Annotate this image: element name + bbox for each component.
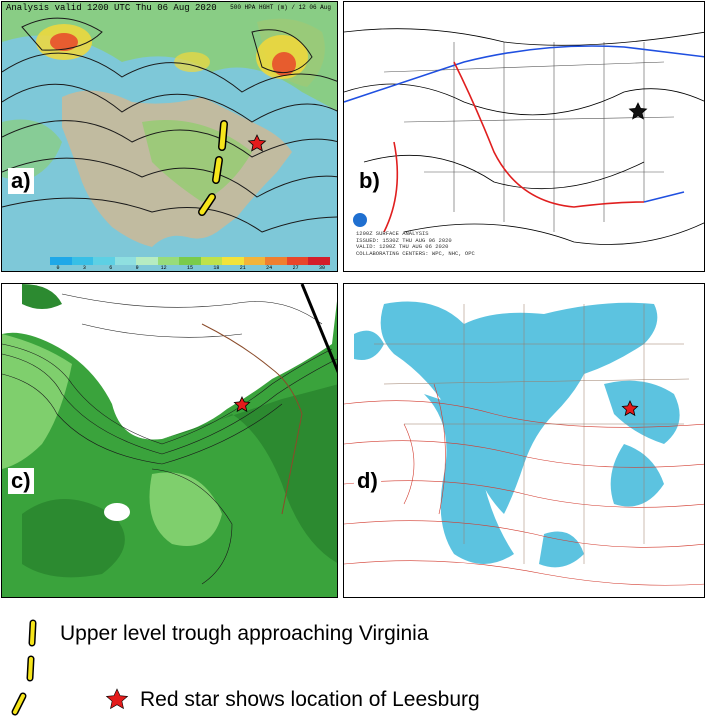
warm-front	[383, 141, 399, 233]
colorbar-tick-label: 21	[239, 265, 246, 271]
colorbar-swatch	[71, 257, 94, 265]
stationary-front	[453, 61, 645, 208]
cold-front	[344, 45, 704, 103]
colorbar-swatch	[265, 257, 287, 265]
legend-trough-text: Upper level trough approaching Virginia	[60, 622, 429, 645]
panel-d-humidity-thickness: d)	[343, 283, 705, 598]
trough-marker	[198, 120, 228, 216]
coastline	[201, 323, 303, 515]
colorbar-swatch	[286, 257, 309, 265]
colorbar-swatch	[157, 257, 180, 265]
moisture-region	[2, 2, 337, 111]
state-borders	[383, 42, 675, 232]
colorbar-tick-label: 0	[56, 265, 60, 271]
wind-maximum	[174, 52, 210, 72]
colorbar-tick-label: 30	[318, 265, 326, 271]
colorbar-tick-label: 6	[109, 265, 113, 271]
colorbar-swatch	[200, 257, 223, 265]
colorbar-ticks: 0 3 6 9 12 15 18 21 24 27 30	[50, 265, 330, 271]
wind-maximum	[50, 33, 78, 51]
panel-b-credit: 1200Z SURFACE ANALYSIS ISSUED: 1530Z THU…	[356, 230, 475, 257]
panel-d-label: d)	[354, 468, 381, 494]
panel-c-map	[2, 284, 337, 597]
colorbar-swatch	[136, 257, 158, 265]
colorbar-swatch	[50, 257, 72, 265]
panel-b-surface-analysis: 1200Z SURFACE ANALYSIS ISSUED: 1530Z THU…	[343, 1, 705, 272]
leesburg-star-icon	[621, 400, 639, 417]
colorbar-tick-label: 9	[135, 265, 139, 271]
colorbar-swatch	[179, 257, 201, 265]
state-borders	[374, 304, 690, 564]
panel-a-500hpa-analysis: Analysis valid 1200 UTC Thu 06 Aug 2020 …	[1, 1, 338, 272]
panel-a-header: Analysis valid 1200 UTC Thu 06 Aug 2020	[6, 3, 217, 13]
panel-a-label: a)	[8, 168, 34, 194]
moist-region	[22, 284, 62, 309]
moist-region	[22, 499, 125, 578]
stationary-front	[643, 191, 685, 203]
colorbar-tick-label: 24	[266, 265, 273, 271]
panel-b-label: b)	[356, 168, 383, 194]
moist-region	[162, 384, 337, 563]
colorbar-tick-label: 18	[213, 265, 220, 271]
legend-symbols	[11, 619, 129, 716]
colorbar-swatch	[114, 257, 137, 265]
panel-d-map	[344, 301, 704, 586]
dry-pocket	[104, 503, 130, 521]
colorbar	[50, 257, 330, 265]
colorbar-swatch	[93, 257, 115, 265]
colorbar-swatch	[308, 257, 330, 265]
colorbar-tick-label: 12	[160, 265, 167, 271]
panel-a-map	[2, 2, 337, 247]
colorbar-tick-label: 3	[82, 265, 86, 271]
humidity-regions	[354, 301, 680, 568]
dry-region	[2, 284, 337, 440]
panel-b-map	[344, 28, 704, 245]
colorbar-swatch	[243, 257, 266, 265]
panel-a-header-right: 500 HPA HGHT (m) / 12 06 Aug	[230, 4, 331, 11]
thickness-contours	[344, 383, 704, 586]
colorbar-tick-label: 27	[292, 265, 299, 271]
colorbar-tick-label: 15	[186, 265, 194, 271]
leesburg-star-icon	[233, 396, 251, 413]
panel-c-label: c)	[8, 468, 34, 494]
leesburg-star-icon	[247, 134, 267, 152]
isobars	[344, 28, 704, 245]
noaa-logo	[353, 213, 367, 227]
colorbar-swatch	[222, 257, 244, 265]
height-contours	[2, 17, 337, 233]
legend-star-text: Red star shows location of Leesburg	[140, 688, 480, 711]
trough-symbol-icon	[11, 619, 37, 716]
moist-region	[2, 334, 72, 469]
leesburg-star-icon	[628, 102, 648, 120]
star-icon	[105, 688, 129, 710]
panel-c-precipitable-water: c)	[1, 283, 338, 598]
wind-maximum	[272, 52, 296, 76]
panel-edge	[300, 284, 337, 374]
